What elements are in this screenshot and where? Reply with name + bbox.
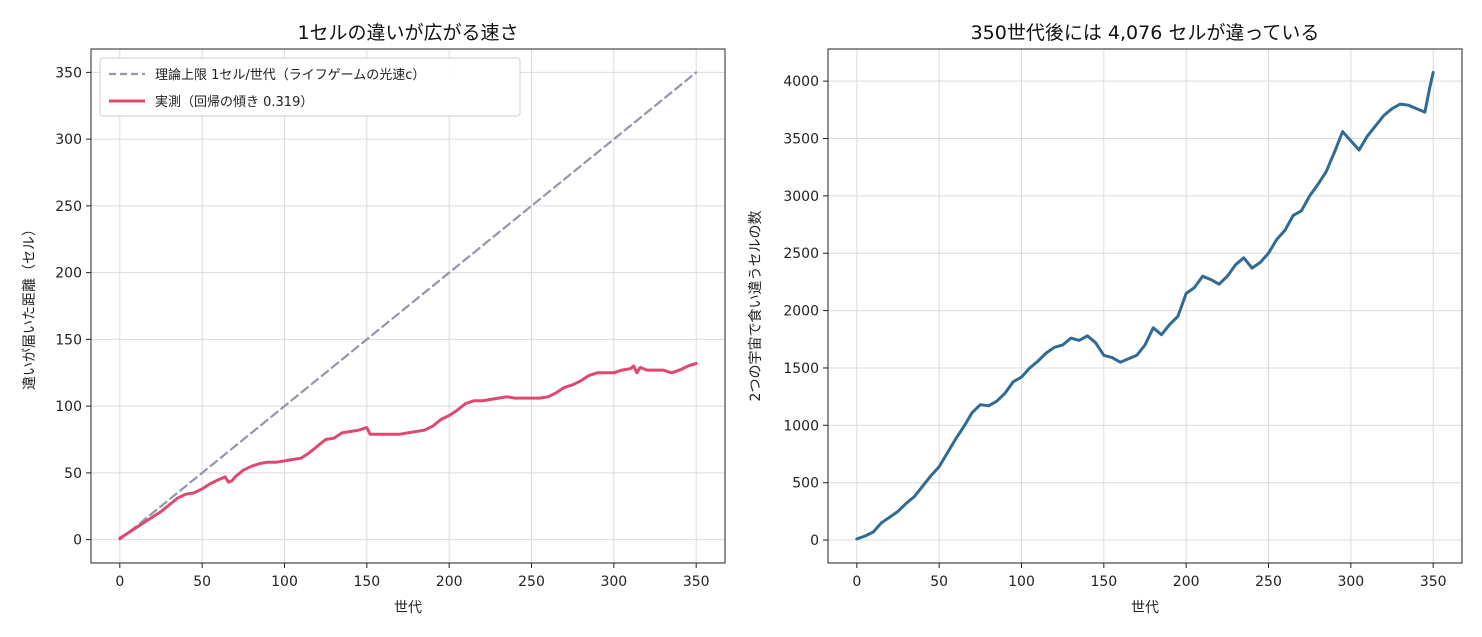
left-grid — [91, 49, 725, 563]
y-tick-label: 3000 — [783, 189, 819, 205]
x-tick-label: 350 — [683, 574, 710, 590]
left-x-axis-label: 世代 — [394, 600, 422, 616]
x-tick-label: 150 — [353, 574, 380, 590]
left-legend: 理論上限 1セル/世代（ライフゲームの光速c） 実測（回帰の傾き 0.319） — [99, 57, 521, 117]
x-tick-label: 0 — [115, 574, 124, 590]
y-tick-label: 1500 — [783, 361, 819, 377]
y-tick-label: 350 — [55, 65, 82, 81]
left-plot-frame — [90, 48, 726, 564]
right-y-axis-label: 2つの宇宙で食い違うセルの数 — [747, 211, 764, 402]
right-grid — [828, 49, 1462, 563]
x-tick-label: 200 — [436, 574, 463, 590]
x-tick-label: 100 — [1008, 574, 1035, 590]
theory-limit-line — [118, 71, 698, 541]
y-tick-label: 200 — [55, 266, 82, 282]
x-tick-label: 100 — [271, 574, 298, 590]
y-tick-label: 2000 — [783, 304, 819, 320]
y-tick-label: 50 — [64, 466, 82, 482]
legend-theory-label: 理論上限 1セル/世代（ライフゲームの光速c） — [155, 67, 425, 83]
y-tick-label: 300 — [55, 132, 82, 148]
y-tick-label: 3500 — [783, 131, 819, 147]
x-tick-label: 350 — [1420, 574, 1447, 590]
x-tick-label: 250 — [1255, 574, 1282, 590]
y-tick-label: 1000 — [783, 418, 819, 434]
y-tick-label: 0 — [810, 533, 819, 549]
differing-cells-line — [855, 70, 1435, 541]
x-tick-label: 50 — [193, 574, 211, 590]
y-tick-label: 0 — [73, 533, 82, 549]
x-tick-label: 50 — [930, 574, 948, 590]
y-tick-label: 250 — [55, 199, 82, 215]
x-tick-label: 300 — [600, 574, 627, 590]
x-tick-label: 200 — [1173, 574, 1200, 590]
y-tick-label: 500 — [792, 476, 819, 492]
left-y-axis-label: 違いが届いた距離（セル） — [21, 222, 38, 390]
left-chart-panel: 1セルの違いが広がる速さ 0 50 100 150 200 250 300 350 0 50 100… — [21, 22, 726, 616]
measured-line — [118, 361, 698, 540]
y-tick-label: 150 — [55, 332, 82, 348]
legend-measured-label: 実測（回帰の傾き 0.319） — [155, 94, 313, 110]
right-ticks: 0 50 100 150 200 250 300 3500500100015002000250… — [783, 74, 1446, 590]
left-ticks: 0 50 100 150 200 250 300 350 0 50 100 150 200 250 300 3… — [55, 65, 709, 590]
x-tick-label: 0 — [852, 574, 861, 590]
right-series-layer — [855, 70, 1435, 541]
legend-box — [99, 57, 521, 117]
x-tick-label: 300 — [1337, 574, 1364, 590]
x-tick-label: 150 — [1090, 574, 1117, 590]
right-plot-frame — [827, 48, 1463, 564]
left-series-layer — [118, 71, 698, 541]
right-chart-panel: 350世代後には 4,076 セルが違っている 0 50 100 150 200 250 3… — [747, 22, 1463, 616]
y-tick-label: 100 — [55, 399, 82, 415]
left-chart-title: 1セルの違いが広がる速さ — [297, 22, 518, 44]
y-tick-label: 2500 — [783, 246, 819, 262]
y-tick-label: 4000 — [783, 74, 819, 90]
right-x-axis-label: 世代 — [1131, 600, 1159, 616]
right-chart-title: 350世代後には 4,076 セルが違っている — [971, 22, 1320, 44]
x-tick-label: 250 — [518, 574, 545, 590]
